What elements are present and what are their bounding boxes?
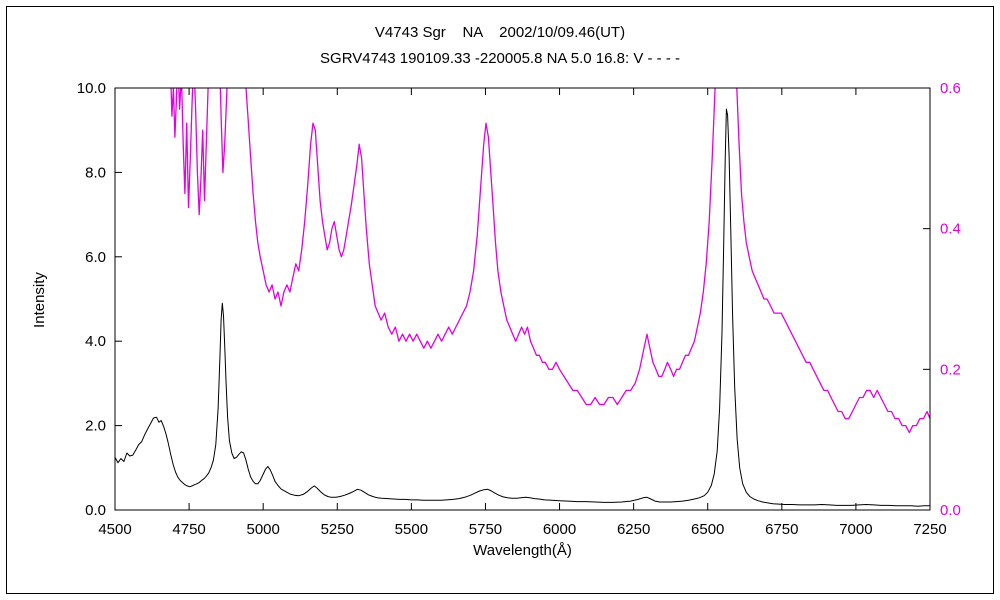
- y-left-tick-label: 4.0: [85, 333, 106, 350]
- y-left-tick-label: 10.0: [77, 80, 106, 97]
- x-tick-label: 7250: [913, 521, 946, 538]
- y-right-tick-label: 0.0: [940, 502, 961, 519]
- chart-title-line2: SGRV4743 190109.33 -220005.8 NA 5.0 16.8…: [320, 50, 680, 67]
- plot-frame: [114, 87, 931, 511]
- y-right-tick-label: 0.6: [940, 80, 961, 97]
- spectrum-intensity-line: [115, 108, 930, 507]
- y-left-tick-label: 0.0: [85, 502, 106, 519]
- chart-title-line1: V4743 Sgr NA 2002/10/09.46(UT): [374, 24, 626, 41]
- x-tick-label: 4750: [172, 521, 205, 538]
- x-tick-label: 6250: [617, 521, 650, 538]
- x-tick-label: 5000: [246, 521, 279, 538]
- x-tick-label: 5750: [469, 521, 502, 538]
- y-left-tick-label: 8.0: [85, 164, 106, 181]
- y-right-tick-label: 0.4: [940, 221, 961, 238]
- x-tick-label: 6000: [543, 521, 576, 538]
- y-left-tick-label: 6.0: [85, 249, 106, 266]
- x-tick-label: 7000: [839, 521, 872, 538]
- x-tick-label: 6750: [765, 521, 798, 538]
- x-tick-label: 4500: [98, 521, 131, 538]
- x-tick-label: 5250: [321, 521, 354, 538]
- v-band-magenta-line: [170, 88, 930, 434]
- x-tick-label: 6500: [691, 521, 724, 538]
- x-axis-label-wavelength: Wavelength(Å): [473, 542, 572, 559]
- x-tick-label: 5500: [395, 521, 428, 538]
- y-axis-label-intensity: Intensity: [31, 272, 48, 328]
- y-left-tick-label: 2.0: [85, 418, 106, 435]
- y-right-tick-label: 0.2: [940, 361, 961, 378]
